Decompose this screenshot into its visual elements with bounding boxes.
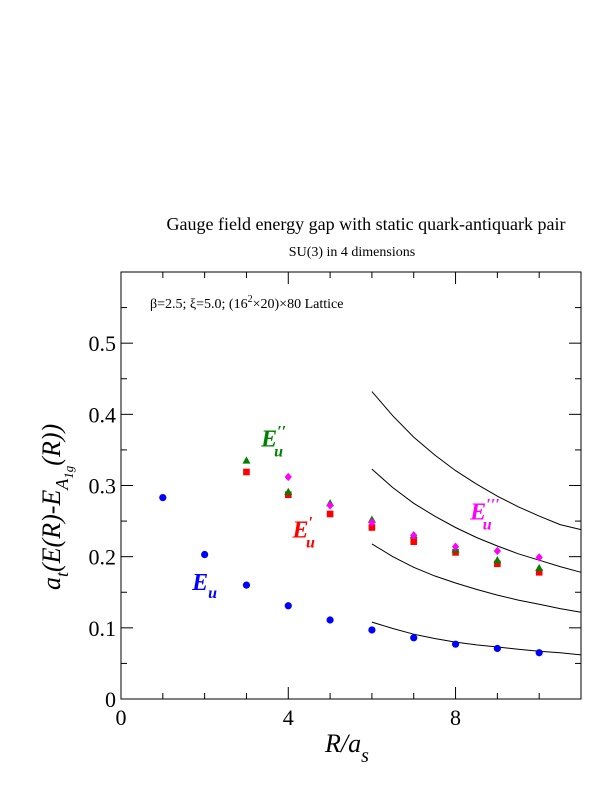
data-point-circle (535, 649, 543, 657)
fit-curve (371, 543, 582, 613)
y-tick-label: 0.1 (89, 616, 117, 641)
data-point-square (243, 468, 250, 476)
data-point-diamond (451, 542, 460, 551)
series-label-sub: u (208, 585, 217, 602)
data-point-square (326, 510, 334, 518)
axis-ticks (120, 271, 582, 700)
data-point-square (368, 524, 376, 531)
annotation-suffix: ×20)×80 Lattice (253, 297, 344, 312)
x-axis-label-main: R/a (324, 729, 361, 758)
series-label-sup: ′′ (277, 423, 286, 440)
data-point-triangle (284, 487, 293, 495)
plot-frame (120, 271, 582, 700)
axis-tick-labels: 0 4 8 0 0.1 0.2 0.3 0.4 0.5 (89, 331, 462, 730)
data-point-diamond (410, 531, 418, 540)
y-tick-label: 0.4 (89, 402, 117, 427)
data-point-circle (451, 640, 460, 648)
series-label-base: E (291, 517, 308, 543)
data-point-diamond (535, 553, 543, 562)
fit-curve (371, 391, 582, 531)
annotation-sup: 2 (248, 294, 253, 305)
y-axis-label-pre: a (37, 577, 66, 590)
series-label-sub: u (306, 534, 315, 551)
series-label-sup: ′′′ (486, 497, 500, 514)
data-point-triangle (493, 556, 502, 564)
data-point-circle (493, 644, 501, 653)
annotation-prefix: β=2.5; ξ=5.0; (16 (150, 297, 248, 312)
y-axis-label-mid: (E(R)-E (37, 490, 66, 572)
data-point-diamond (368, 518, 376, 527)
data-point-square (494, 560, 501, 568)
data-point-triangle (535, 563, 544, 572)
data-point-circle (242, 581, 251, 589)
x-tick-label: 4 (283, 705, 294, 730)
x-axis-label-sub: s (361, 745, 369, 767)
series-label-sup: ′ (308, 514, 313, 531)
data-point-circle (326, 616, 334, 624)
y-axis-label-mid-sub: A (52, 478, 72, 491)
data-point-diamond (284, 472, 292, 482)
data-point-circle (284, 602, 292, 610)
data-point-diamond (493, 546, 501, 556)
series-label: E′′ u (260, 423, 286, 460)
data-points (159, 456, 544, 657)
y-tick-label: 0 (105, 687, 116, 712)
data-point-square (410, 538, 418, 546)
data-point-diamond (326, 501, 334, 510)
data-point-circle (410, 634, 418, 642)
series-label-sub: u (274, 443, 283, 460)
x-tick-label: 8 (450, 705, 461, 730)
series-label-base: E (469, 500, 486, 526)
x-axis-label: R/as (324, 729, 369, 767)
y-tick-label: 0.2 (89, 545, 117, 570)
series-label-sub: u (483, 517, 492, 534)
y-axis-label: at(E(R)-EA1g(R)) (37, 424, 76, 590)
series-label: Eu (191, 570, 217, 602)
y-tick-label: 0.5 (89, 331, 117, 356)
y-axis-label-post: (R)) (37, 424, 66, 466)
fit-curve (371, 468, 582, 573)
series-label-base: E (260, 426, 277, 452)
data-point-circle (159, 493, 167, 502)
data-point-square (535, 569, 543, 576)
y-axis-label-pre-sub: t (52, 571, 72, 577)
series-label-base: E (191, 570, 208, 596)
fit-curves (371, 391, 582, 656)
series-label: E′′′ u (469, 497, 500, 534)
series-labels: EuE′ uE′′ uE′′′ u (191, 423, 500, 602)
chart-title: Gauge field energy gap with static quark… (166, 214, 565, 234)
data-point-circle (368, 626, 376, 634)
fit-curve (371, 621, 582, 656)
data-point-triangle (242, 456, 251, 464)
lattice-annotation: β=2.5; ξ=5.0; (162×20)×80 Lattice (150, 294, 343, 312)
x-tick-label: 0 (116, 705, 127, 730)
y-axis-label-mid-subsub: 1g (61, 465, 76, 479)
data-point-circle (201, 550, 209, 559)
series-label: E′ u (291, 514, 315, 551)
chart-subtitle: SU(3) in 4 dimensions (289, 245, 415, 260)
y-tick-label: 0.3 (89, 474, 117, 499)
